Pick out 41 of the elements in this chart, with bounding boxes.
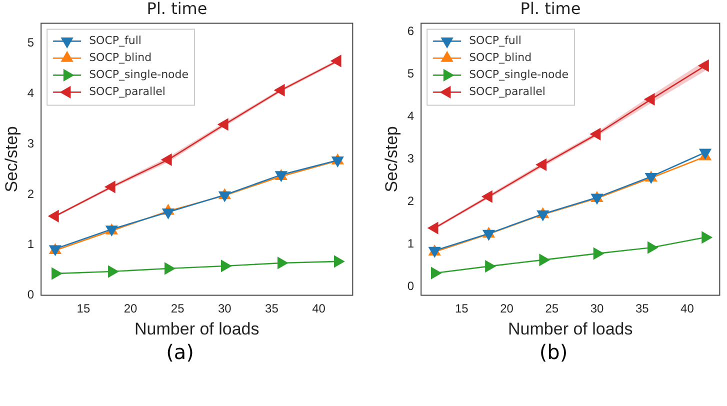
text: (a): [165, 340, 195, 364]
y-tick-label: 4: [27, 86, 34, 100]
y-tick-label: 1: [407, 236, 414, 251]
x-tick-label: 20: [124, 302, 138, 316]
y-tick-label: 2: [407, 194, 414, 208]
y-tick-label: 5: [407, 66, 414, 81]
legend-label: SOCP_blind: [89, 51, 152, 64]
chart-title: Pl. time: [520, 0, 581, 18]
x-axis-title: Number of loads: [134, 319, 260, 338]
x-tick-label: 40: [312, 302, 326, 316]
y-tick-label: 1: [27, 237, 34, 252]
x-tick-label: 30: [590, 302, 604, 316]
x-tick-label: 25: [170, 302, 185, 316]
y-tick-label: 6: [407, 24, 414, 38]
legend-label: SOCP_full: [469, 34, 522, 48]
x-tick-label: 20: [500, 302, 514, 316]
y-tick-label: 0: [27, 288, 34, 302]
legend-label: SOCP_blind: [469, 51, 532, 64]
legend-label: SOCP_parallel: [469, 85, 546, 98]
x-tick-label: 35: [265, 302, 279, 316]
x-tick-label: 35: [635, 302, 650, 316]
x-tick-label: 15: [76, 302, 90, 316]
x-tick-label: 30: [218, 302, 232, 316]
y-tick-label: 5: [27, 36, 34, 50]
y-tick-label: 0: [407, 279, 414, 294]
legend-label: SOCP_parallel: [89, 85, 166, 98]
x-tick-label: 25: [545, 302, 559, 316]
y-tick-label: 3: [407, 152, 414, 166]
y-axis-title: Sec/step: [382, 126, 401, 192]
legend-label: SOCP_single-node: [89, 68, 189, 82]
y-axis-title: Sec/step: [2, 126, 21, 192]
x-tick-label: 15: [454, 302, 469, 316]
y-tick-label: 3: [27, 136, 34, 150]
chart-title: Pl. time: [146, 0, 208, 18]
x-axis-title: Number of loads: [508, 319, 633, 338]
text: (b): [538, 340, 569, 364]
y-tick-label: 2: [27, 186, 34, 201]
legend-label: SOCP_single-node: [469, 68, 569, 82]
legend-label: SOCP_full: [89, 34, 142, 48]
y-tick-label: 4: [407, 109, 414, 124]
x-tick-label: 40: [680, 302, 694, 316]
